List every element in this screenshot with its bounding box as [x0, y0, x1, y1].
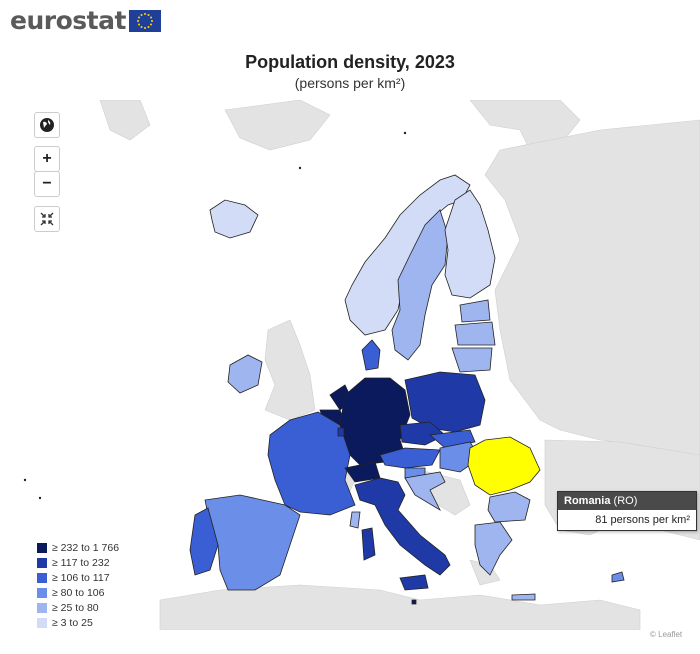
legend-label: ≥ 3 to 25 [52, 616, 93, 629]
legend-item[interactable]: ≥ 117 to 232 [37, 555, 119, 570]
zoom-out-button[interactable]: − [34, 171, 60, 197]
country-luxembourg[interactable] [337, 427, 345, 437]
country-france[interactable] [267, 411, 356, 516]
country-sicily[interactable] [399, 574, 429, 591]
tooltip-code: (RO) [613, 495, 638, 507]
country-sweden[interactable] [391, 209, 449, 361]
country-portugal[interactable] [189, 507, 219, 576]
legend-label: ≥ 232 to 1 766 [52, 541, 120, 554]
country-ireland[interactable] [227, 354, 263, 394]
eu-flag-icon [128, 9, 161, 32]
tooltip-value: 81 persons per km² [595, 514, 690, 526]
logo-text: eurostat [10, 6, 126, 35]
legend-item[interactable]: ≥ 232 to 1 766 [37, 540, 119, 555]
tooltip-header: Romania (RO) [558, 492, 696, 510]
legend-item[interactable]: ≥ 80 to 106 [37, 585, 119, 600]
country-poland[interactable] [404, 371, 486, 433]
country-estonia[interactable] [459, 299, 491, 323]
legend-swatch [37, 557, 47, 568]
country-italy[interactable] [354, 477, 451, 576]
eu-countries [189, 174, 625, 605]
country-greece[interactable] [474, 521, 513, 576]
legend-swatch [37, 587, 47, 598]
country-cyprus[interactable] [611, 571, 625, 583]
country-bulgaria[interactable] [487, 491, 531, 523]
globe-button[interactable] [34, 112, 60, 138]
country-corsica[interactable] [349, 511, 361, 529]
country-malta[interactable] [411, 599, 417, 605]
country-finland[interactable] [444, 189, 496, 299]
country-sardinia[interactable] [361, 527, 376, 561]
eurostat-logo: eurostat [10, 6, 161, 35]
legend-label: ≥ 117 to 232 [52, 556, 110, 569]
legend-swatch [37, 542, 47, 553]
region-tooltip: Romania (RO) 81 persons per km² [557, 491, 697, 531]
country-crete[interactable] [511, 593, 536, 601]
globe-icon [40, 118, 54, 132]
zoom-in-button[interactable]: + [34, 146, 60, 172]
country-czechia[interactable] [399, 421, 446, 446]
map-credit: © Leaflet [650, 630, 683, 639]
country-iceland[interactable] [209, 199, 259, 239]
legend-item[interactable]: ≥ 3 to 25 [37, 615, 119, 630]
legend-swatch [37, 572, 47, 583]
country-denmark[interactable] [361, 339, 381, 371]
country-latvia[interactable] [454, 321, 496, 346]
legend: ≥ 232 to 1 766 ≥ 117 to 232 ≥ 106 to 117 ≥ … [37, 540, 119, 630]
small-islands [23, 131, 407, 500]
country-spain[interactable] [204, 494, 301, 591]
country-austria[interactable] [379, 447, 441, 469]
collapse-icon [40, 212, 54, 226]
legend-label: ≥ 80 to 106 [52, 586, 105, 599]
map-title: Population density, 2023 [245, 52, 455, 72]
map-subtitle: (persons per km²) [294, 75, 406, 91]
legend-label: ≥ 106 to 117 [52, 571, 110, 584]
legend-label: ≥ 25 to 80 [52, 601, 99, 614]
country-romania[interactable] [467, 436, 541, 496]
legend-swatch [37, 602, 47, 613]
legend-item[interactable]: ≥ 106 to 117 [37, 570, 119, 585]
country-lithuania[interactable] [451, 347, 493, 373]
tooltip-country: Romania [564, 495, 611, 507]
legend-swatch [37, 617, 47, 628]
legend-item[interactable]: ≥ 25 to 80 [37, 600, 119, 615]
country-croatia[interactable] [404, 471, 446, 512]
reset-view-button[interactable] [34, 206, 60, 232]
